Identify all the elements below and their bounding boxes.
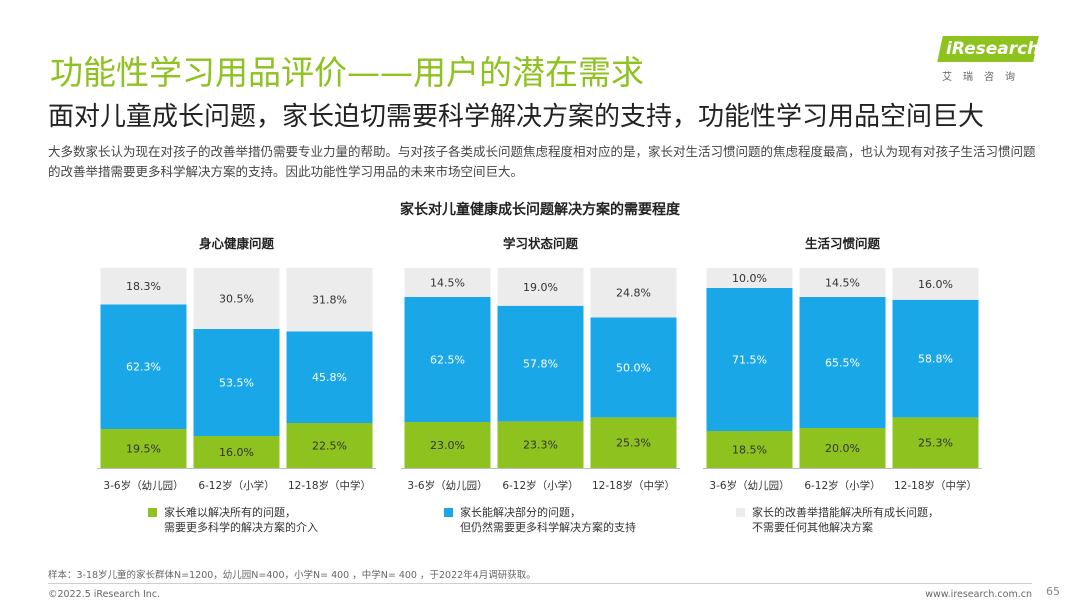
bar-segment [193,268,280,329]
page-description: 大多数家长认为现在对孩子的改善举措仍需要专业力量的帮助。与对孩子各类成长问题焦虑… [48,144,1036,179]
bar-segment [193,436,280,468]
data-label: 71.5% [732,354,767,367]
bar-segment [590,417,677,468]
category-label: 3-6岁（幼儿园） [709,479,789,492]
legend-swatch-green [148,508,157,517]
footer-divider [48,583,1032,584]
bar-segment [590,267,677,318]
bar-segment [799,428,886,468]
category-label: 6-12岁（小学） [502,479,578,492]
data-label: 14.5% [430,277,465,290]
category-label: 12-18岁（中学） [894,479,977,492]
bar-segment [892,267,979,300]
legend-line: 但仍然需要更多科学解决方案的支持 [460,521,636,534]
bar-segment [404,422,491,468]
data-label: 58.8% [918,353,953,366]
data-label: 10.0% [732,272,767,285]
bar-segment [100,267,187,305]
panel-title: 学习状态问题 [503,236,579,251]
data-label: 30.5% [219,293,254,306]
data-label: 22.5% [312,440,347,453]
bar-segment [706,288,793,431]
legend-line: 不需要任何其他解决方案 [752,521,873,534]
legend-swatch-blue [444,508,453,517]
bar-segment [706,268,793,288]
page-number: 65 [1046,585,1060,598]
bar-segment [892,417,979,468]
chart-title: 家长对儿童健康成长问题解决方案的需要程度 [400,202,680,218]
legend-line: 家长的改善举措能解决所有成长问题， [752,506,939,519]
iresearch-logo: iResearch 艾瑞咨询 [937,36,1040,86]
bar-segment [286,423,373,468]
category-label: 12-18岁（中学） [288,479,371,492]
logo-word: iResearch [946,39,1040,59]
data-label: 45.8% [312,371,347,384]
legend-line: 家长能解决部分的问题， [460,506,581,519]
data-label: 31.8% [312,294,347,307]
data-label: 23.3% [523,439,558,452]
data-label: 65.5% [825,357,860,370]
legend-line: 需要更多科学的解决方案的介入 [164,521,318,534]
data-label: 19.0% [523,281,558,294]
data-label: 14.5% [825,277,860,290]
data-label: 18.5% [732,444,767,457]
data-label: 57.8% [523,358,558,371]
data-label: 50.0% [616,361,651,374]
data-label: 16.0% [219,446,254,459]
data-label: 62.5% [430,354,465,367]
copyright: ©2022.5 iResearch Inc. [48,589,161,600]
category-label: 3-6岁（幼儿园） [103,479,183,492]
data-label: 25.3% [616,437,651,450]
data-label: 62.3% [126,361,161,374]
legend-swatch-gray [736,508,745,517]
data-label: 24.8% [616,287,651,300]
website-link[interactable]: www.iresearch.com.cn [925,589,1032,600]
bar-segment [799,297,886,428]
data-label: 53.5% [219,377,254,390]
bar-segment [286,267,373,332]
legend-text-blue: 家长能解决部分的问题， 但仍然需要更多科学解决方案的支持 [460,505,636,535]
data-label: 19.5% [126,443,161,456]
page-subtitle: 面对儿童成长问题，家长迫切需要科学解决方案的支持，功能性学习用品空间巨大 [48,102,985,132]
bar-segment [497,305,584,422]
logo-subtext: 艾瑞咨询 [942,72,1026,83]
legend-line: 家长难以解决所有的问题， [164,506,296,519]
legend-text-green: 家长难以解决所有的问题， 需要更多科学的解决方案的介入 [164,505,318,535]
category-label: 12-18岁（中学） [592,479,675,492]
data-label: 18.3% [126,280,161,293]
bar-segment [286,331,373,423]
bar-segment [497,421,584,468]
page-title: 功能性学习用品评价——用户的潜在需求 [50,53,644,92]
data-label: 25.3% [918,437,953,450]
panel-title: 生活习惯问题 [805,236,881,251]
legend-text-gray: 家长的改善举措能解决所有成长问题， 不需要任何其他解决方案 [752,505,939,535]
category-label: 6-12岁（小学） [804,479,880,492]
data-label: 16.0% [918,278,953,291]
bar-segment [590,317,677,418]
bar-segment [404,268,491,297]
sample-note: 样本：3-18岁儿童的家长群体N=1200，幼儿园N=400，小学N= 400 … [48,570,536,581]
bar-segment [892,299,979,418]
bar-segment [497,267,584,306]
bar-segment [193,329,280,436]
category-label: 3-6岁（幼儿园） [407,479,487,492]
data-label: 20.0% [825,442,860,455]
bar-segment [404,297,491,422]
panel-title: 身心健康问题 [199,236,275,251]
bar-segment [799,268,886,297]
bar-segment [706,431,793,468]
bar-segment [100,304,187,429]
data-label: 23.0% [430,439,465,452]
bar-segment [100,429,187,468]
category-label: 6-12岁（小学） [198,479,274,492]
